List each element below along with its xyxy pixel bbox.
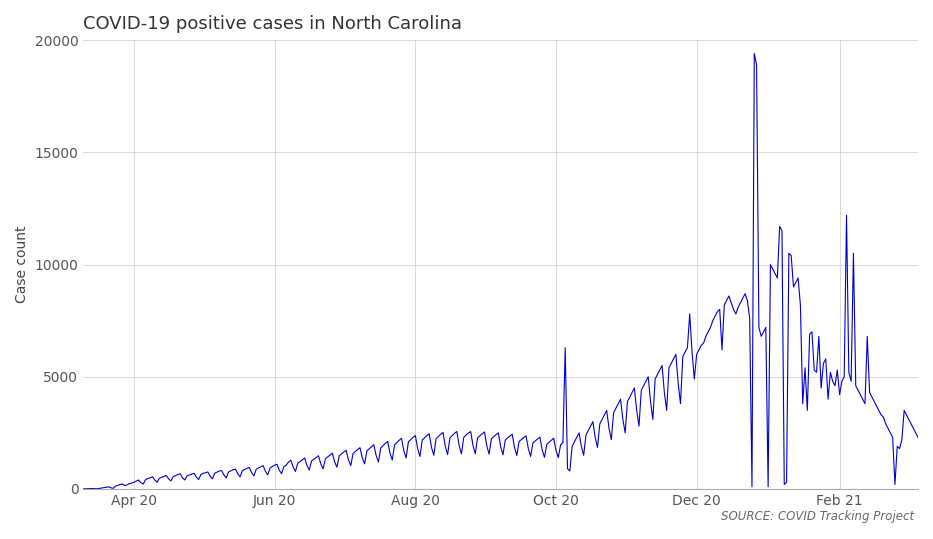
Text: COVID-19 positive cases in North Carolina: COVID-19 positive cases in North Carolin…	[83, 15, 462, 33]
Y-axis label: Case count: Case count	[15, 226, 29, 303]
Text: SOURCE: COVID Tracking Project: SOURCE: COVID Tracking Project	[721, 510, 914, 523]
